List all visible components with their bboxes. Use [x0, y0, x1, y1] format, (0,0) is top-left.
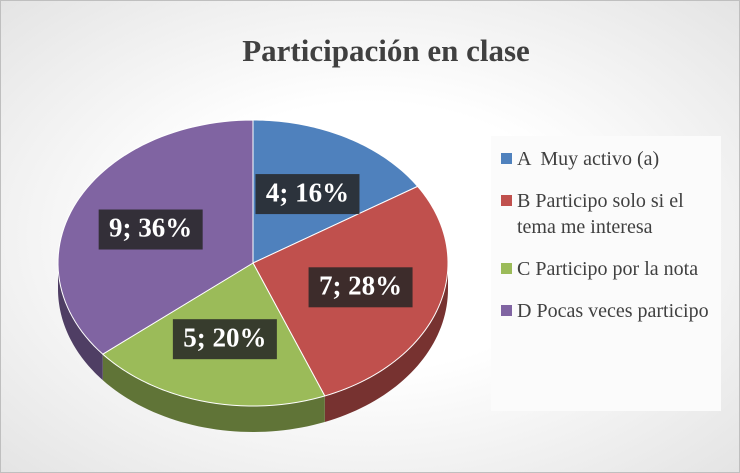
- label-box: [172, 319, 277, 360]
- legend-item: C Participo por la nota: [501, 256, 715, 282]
- pie-side: [102, 354, 325, 432]
- label-box: [255, 174, 360, 215]
- legend-item: A Muy activo (a): [501, 146, 715, 172]
- label-box: [98, 209, 203, 250]
- data-label: 4; 16%: [266, 177, 349, 207]
- legend-swatch: [501, 195, 512, 206]
- data-label: 7; 28%: [319, 271, 402, 301]
- label-box: [308, 267, 413, 308]
- legend-swatch: [501, 263, 512, 274]
- data-label: 5; 20%: [183, 322, 266, 352]
- legend-swatch: [501, 153, 512, 164]
- legend-label: A Muy activo (a): [517, 148, 660, 170]
- legend-label: C Participo por la nota: [517, 258, 699, 280]
- data-label: 9; 36%: [109, 213, 192, 243]
- pie-side: [58, 263, 103, 381]
- legend-swatch: [501, 305, 512, 316]
- legend-item: D Pocas veces participo: [501, 298, 715, 324]
- pie-side: [324, 263, 448, 422]
- chart-title: Participación en clase: [242, 33, 530, 68]
- legend-label: D Pocas veces participo: [517, 300, 709, 322]
- legend-item: B Participo solo si el tema me interesa: [501, 188, 715, 240]
- legend-label: B Participo solo si el tema me interesa: [517, 190, 689, 238]
- legend: A Muy activo (a) B Participo solo si el t…: [491, 136, 721, 411]
